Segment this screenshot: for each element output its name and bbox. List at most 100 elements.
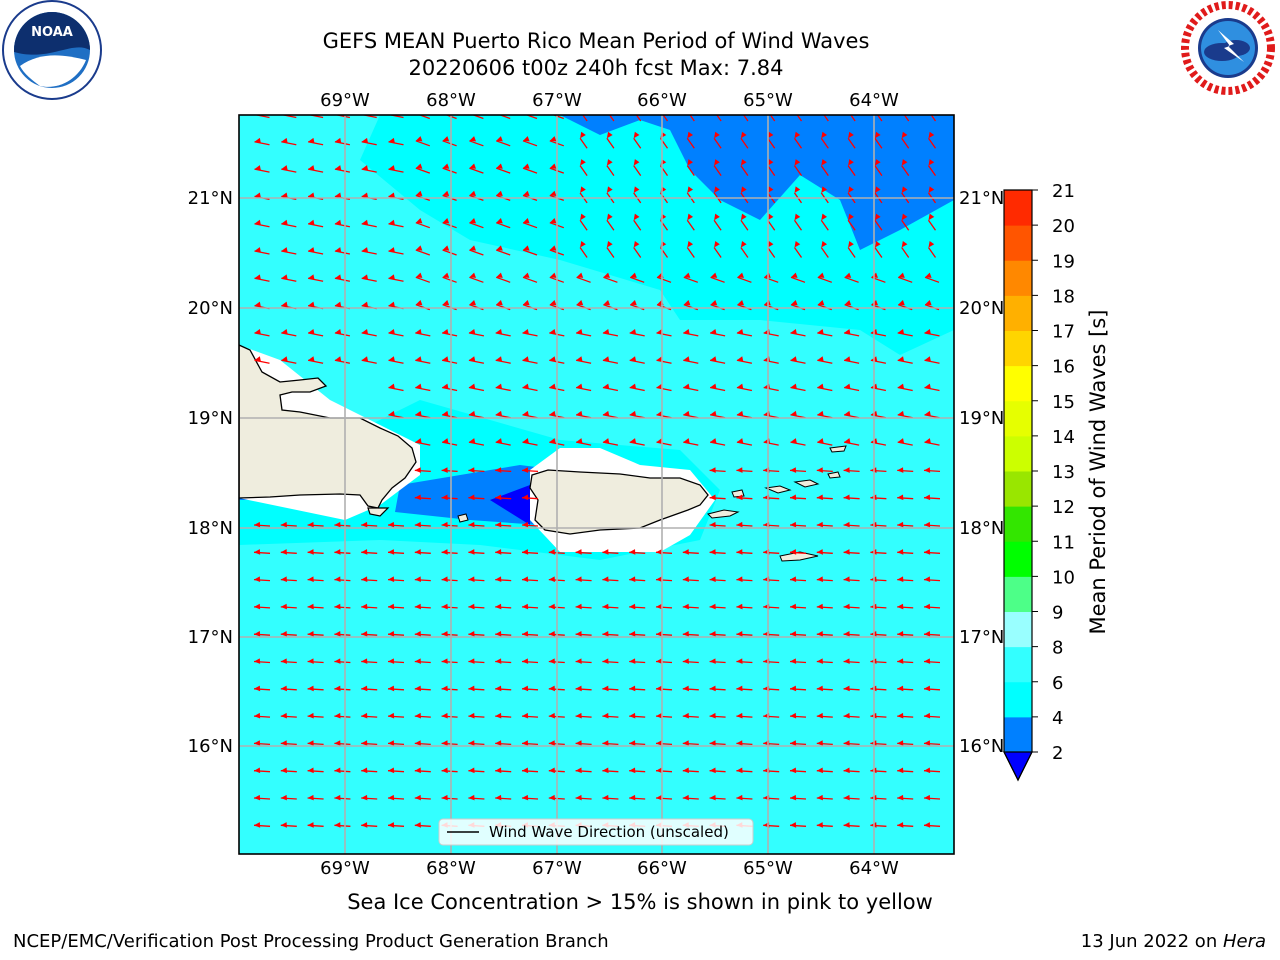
wind-wave-direction-arrows [253,115,941,828]
lat-label: 21°N [959,188,1004,209]
wind-arrow-head [575,576,582,583]
wind-arrow-head [736,467,743,473]
wind-arrow-head [522,410,529,417]
wind-arrow-head [767,240,774,248]
wind-arrow-head [334,685,341,692]
wind-arrow-head [522,356,529,362]
wind-arrow-head [334,301,342,308]
wind-arrow-head [307,685,314,692]
colorbar-tick-label: 4 [1052,708,1063,729]
wind-arrow-head [415,410,422,417]
wind-arrow-head [736,383,744,390]
colorbar-tick-label: 21 [1052,181,1075,202]
wind-arrow-head [495,712,502,719]
wind-arrow-head [790,438,797,444]
wind-arrow-head [523,163,530,169]
wind-arrow [874,165,883,176]
wind-arrow-head [496,245,503,251]
wind-arrow [495,249,511,256]
wind-arrow [847,247,856,258]
wind-arrow-head [709,740,716,746]
wind-arrow-head [816,740,823,746]
wind-arrow [876,115,883,122]
wind-arrow-head [442,383,449,390]
wind-arrow-head [790,822,797,828]
wind-arrow-head [308,301,315,308]
wind-arrow [927,247,937,258]
wind-arrow [689,115,695,122]
wind-arrow-head [361,274,369,280]
wind-arrow-head [388,631,395,637]
wind-arrow-head [388,356,395,362]
wind-arrow-head [334,328,342,335]
colorbar-tick-label: 17 [1052,322,1075,343]
wind-arrow-head [388,658,395,664]
wind-arrow-head [522,467,529,473]
wind-arrow-head [308,137,315,144]
wind-arrow-head [897,521,904,528]
wind-arrow-head [495,494,502,501]
wind-arrow-head [687,159,694,166]
wind-arrow-head [468,631,475,637]
wind-arrow-head [924,521,931,528]
wind-arrow [713,219,722,231]
wind-arrow-head [415,383,422,390]
colorbar-swatch [1004,611,1032,648]
wind-arrow [847,219,856,231]
wind-arrow-head [736,494,743,501]
wind-arrow-head [441,494,448,501]
wind-arrow-head [710,272,718,278]
wind-arrow-head [469,163,476,169]
lon-label: 66°W [637,858,687,879]
wind-arrow-head [414,467,421,473]
wind-arrow-head [736,712,743,719]
wind-arrow-head [629,576,636,583]
wind-arrow [522,167,538,174]
wind-arrow-head [736,521,743,528]
wind-arrow-head [816,794,823,801]
wind-arrow-head [602,383,610,390]
wind-arrow-head [924,767,931,774]
colorbar-tick-label: 10 [1052,567,1075,588]
wind-arrow-head [441,658,448,664]
wind-arrow-head [848,186,854,193]
wind-arrow-head [791,272,798,278]
wind-arrow [927,219,937,231]
wind-arrow-head [361,740,368,746]
colorbar-tick-label: 12 [1052,497,1075,518]
wind-arrow [740,137,749,149]
wind-arrow-head [361,247,369,253]
wind-arrow-head [307,631,314,637]
wind-arrow-head [548,767,555,774]
lat-label: 16°N [188,736,233,757]
wind-arrow-head [334,740,341,746]
wind-arrow-head [495,328,503,335]
wind-arrow [844,276,859,283]
wind-arrow-head [790,576,797,583]
wind-arrow-head [388,740,395,746]
wind-arrow [683,276,699,283]
wind-arrow-head [897,767,904,774]
wind-arrow [740,219,749,231]
wind-arrow [281,115,297,119]
wind-arrow-head [496,272,503,278]
wind-arrow-head [603,272,610,278]
wind-arrow-head [280,603,287,610]
wind-arrow-head [606,240,613,248]
colorbar-tick-label: 6 [1052,673,1063,694]
wind-arrow-head [307,521,314,528]
wind-arrow-head [361,301,369,308]
lon-labels-bottom: 69°W 68°W 67°W 66°W 65°W 64°W [320,858,899,879]
wind-arrow-head [682,631,689,637]
wind-arrow [823,115,829,122]
wind-arrow-head [307,740,314,746]
wind-arrow-head [790,712,797,719]
wind-arrow-head [495,658,502,664]
wind-arrow-head [682,549,689,555]
wind-arrow-head [848,131,854,139]
wind-arrow-head [602,549,609,555]
wind-arrow-head [767,131,774,139]
wind-arrow-head [442,438,449,444]
wind-arrow-head [736,438,744,444]
wind-arrow-head [334,219,342,226]
